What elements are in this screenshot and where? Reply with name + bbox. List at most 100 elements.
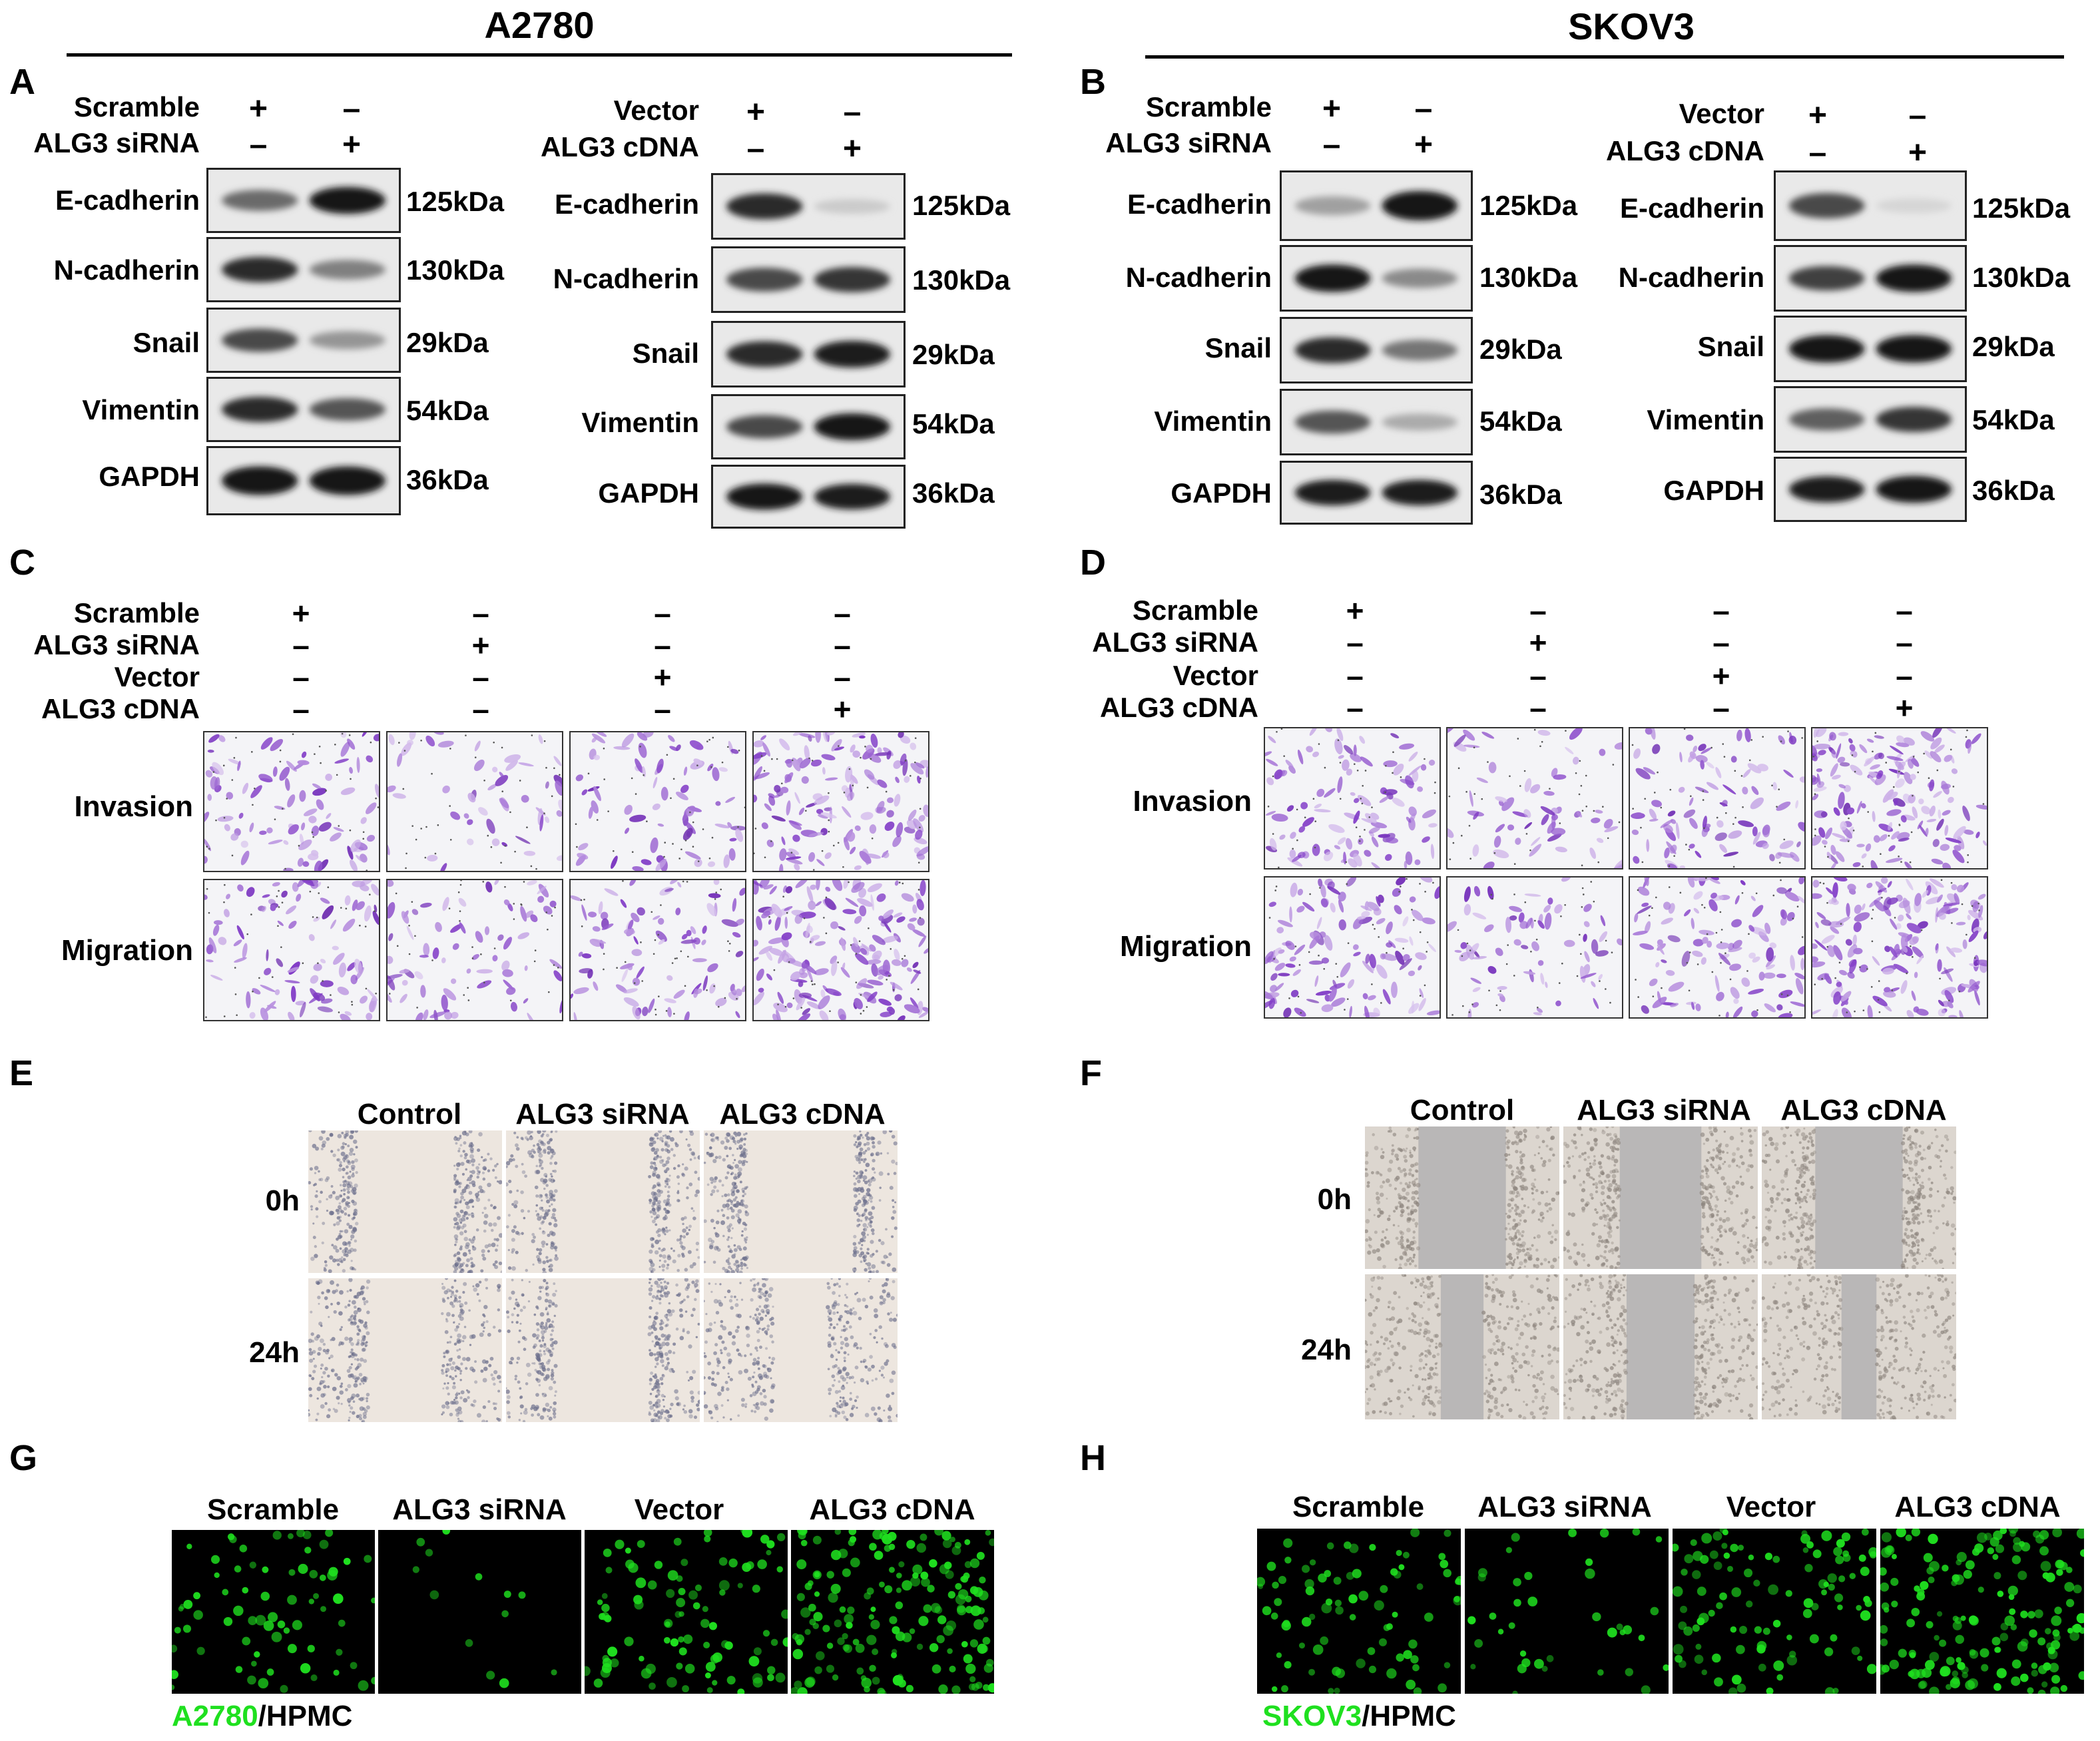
pore-dot xyxy=(1880,853,1882,856)
protein-band xyxy=(1876,198,1952,214)
cell-dot xyxy=(352,1400,356,1403)
cell-dot xyxy=(353,1139,358,1144)
pore-dot xyxy=(1513,975,1515,977)
cell-dot xyxy=(541,1336,545,1340)
stained-cell xyxy=(1968,742,1972,754)
cell-dot xyxy=(312,1369,316,1373)
cell-dot xyxy=(363,1359,368,1364)
stained-cell xyxy=(657,917,664,925)
stained-cell xyxy=(1279,834,1286,840)
cell-dot xyxy=(312,1236,316,1240)
stained-cell xyxy=(587,969,593,979)
pore-dot xyxy=(251,751,253,753)
cell-dot xyxy=(554,1256,559,1261)
stained-cell xyxy=(1512,811,1528,818)
pore-dot xyxy=(377,806,379,808)
stained-cell xyxy=(467,819,473,826)
cell-dot xyxy=(326,1348,330,1352)
cell-dot xyxy=(697,1176,700,1181)
cell-dot xyxy=(353,1211,358,1216)
pore-dot xyxy=(1534,919,1536,922)
pore-dot xyxy=(1877,999,1880,1001)
stained-cell xyxy=(784,758,793,764)
cell-dot xyxy=(660,1285,664,1289)
cell-dot xyxy=(676,1198,680,1202)
cell-dot xyxy=(763,1402,767,1406)
stained-cell xyxy=(854,998,863,1009)
cell-dot xyxy=(864,1208,868,1212)
cell-dot xyxy=(550,1130,553,1134)
pore-dot xyxy=(1819,881,1822,884)
stained-cell xyxy=(1495,796,1507,802)
cell-dot xyxy=(865,1162,870,1168)
cell-dot xyxy=(692,1210,695,1212)
cell-dot xyxy=(533,1235,537,1239)
cell-dot xyxy=(733,1262,737,1266)
cell-dot xyxy=(844,1337,848,1342)
stained-cell xyxy=(374,784,379,798)
cell-dot xyxy=(533,1313,537,1316)
cell-dot xyxy=(856,1298,862,1303)
stained-cell xyxy=(792,834,800,842)
pore-dot xyxy=(613,850,615,852)
cell-dot xyxy=(856,1406,858,1409)
cell-dot xyxy=(456,1167,459,1171)
pore-dot xyxy=(622,880,624,882)
cell-dot xyxy=(718,1302,723,1307)
stained-cell xyxy=(558,799,562,812)
pore-dot xyxy=(1278,866,1280,868)
condition-label: ALG3 siRNA xyxy=(33,629,200,660)
stained-cell xyxy=(810,884,817,890)
cell-dot xyxy=(737,1414,740,1417)
cell-dot xyxy=(712,1178,717,1183)
sign-plus: + xyxy=(1712,658,1730,693)
stained-cell xyxy=(1543,905,1551,913)
cell-dot xyxy=(694,1193,698,1198)
stained-cell xyxy=(629,814,647,822)
sign-minus: – xyxy=(834,596,851,630)
cell-dot xyxy=(838,1285,842,1288)
stained-cell xyxy=(623,997,639,1007)
stained-cell xyxy=(1591,981,1596,987)
cell-dot xyxy=(734,1303,739,1308)
cell-dot xyxy=(338,1202,342,1205)
cell-dot xyxy=(336,1216,340,1220)
pore-dot xyxy=(320,762,322,764)
cell-dot xyxy=(716,1358,720,1362)
stained-cell xyxy=(854,915,862,924)
cell-dot xyxy=(891,1370,896,1375)
stained-cell xyxy=(310,975,319,984)
stained-cell xyxy=(1364,901,1369,911)
cell-dot xyxy=(738,1369,743,1375)
stained-cell xyxy=(815,901,822,907)
cell-dot xyxy=(654,1164,656,1166)
cell-dot xyxy=(658,1322,662,1326)
kda-label: 29kDa xyxy=(1479,334,1562,365)
sign-minus: – xyxy=(834,660,851,694)
cell-dot xyxy=(724,1380,728,1384)
cell-dot xyxy=(343,1206,348,1211)
cell-dot xyxy=(483,1366,488,1371)
stained-cell xyxy=(1873,835,1880,843)
stained-cell xyxy=(1422,836,1430,843)
stained-cell xyxy=(1706,782,1718,790)
stained-cell xyxy=(1891,831,1900,840)
stained-cell xyxy=(288,824,299,835)
pore-dot xyxy=(1772,894,1775,897)
pore-dot xyxy=(1780,879,1782,881)
stained-cell xyxy=(1289,956,1296,962)
cell-dot xyxy=(497,1329,502,1333)
pore-dot xyxy=(277,925,279,927)
cell-dot xyxy=(463,1397,468,1403)
stained-cell xyxy=(1318,878,1323,887)
stained-cell xyxy=(1695,786,1709,794)
stained-cell xyxy=(1861,853,1867,859)
cell-dot xyxy=(459,1379,462,1381)
stained-cell xyxy=(1376,964,1388,979)
cell-dot xyxy=(545,1324,548,1327)
cell-dot xyxy=(355,1379,358,1383)
cell-dot xyxy=(516,1189,519,1192)
cell-dot xyxy=(844,1360,846,1362)
cell-dot xyxy=(688,1344,692,1349)
stained-cell xyxy=(595,732,607,737)
